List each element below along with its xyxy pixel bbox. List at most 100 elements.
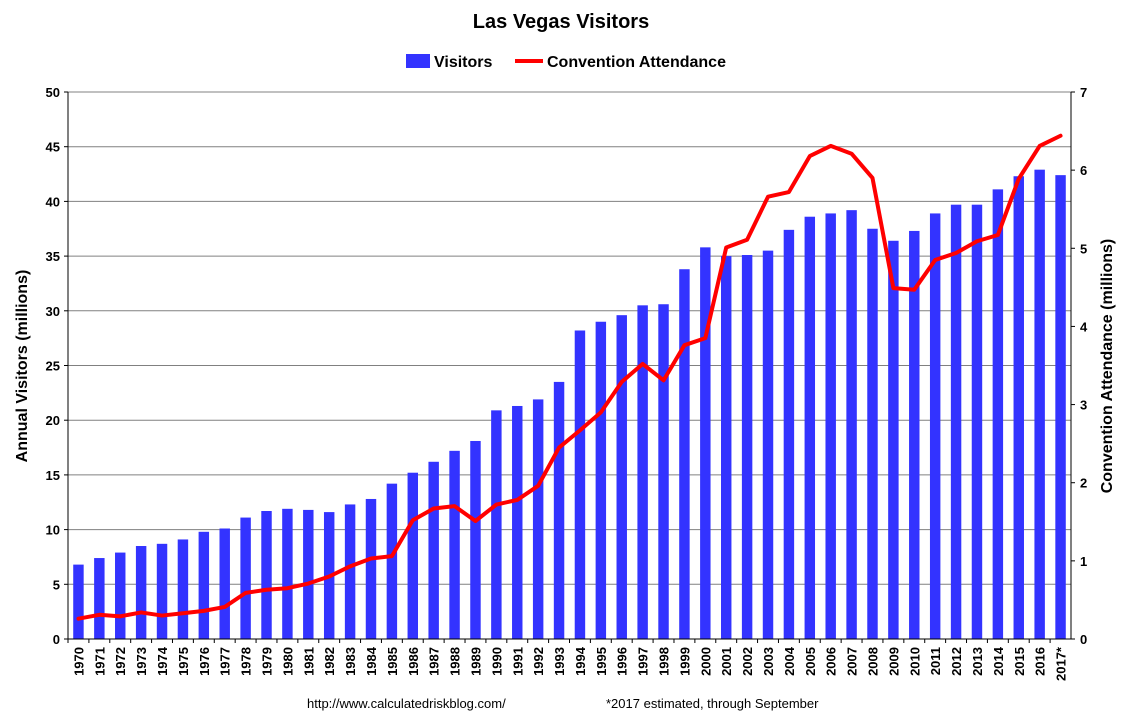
x-tick-label: 1989 <box>468 647 483 676</box>
x-tick-label: 1972 <box>113 647 128 676</box>
x-tick-label: 2017* <box>1054 646 1069 681</box>
bar-visitors <box>282 508 293 639</box>
x-tick-label: 2007 <box>845 647 860 676</box>
y-tick-label: 50 <box>46 85 60 100</box>
x-tick-label: 1975 <box>176 647 191 676</box>
bar-visitors <box>512 405 523 639</box>
x-tick-label: 2006 <box>824 647 839 676</box>
y-tick-label: 30 <box>46 304 60 319</box>
bar-visitors <box>177 539 189 639</box>
x-tick-label: 2010 <box>907 647 922 676</box>
bar-visitors <box>679 269 690 639</box>
x-tick-label: 1998 <box>657 647 672 676</box>
y-tick-label: 5 <box>53 577 60 592</box>
x-tick-label: 2015 <box>1012 647 1027 676</box>
bar-visitors <box>344 504 356 639</box>
x-tick-label: 1979 <box>260 647 275 676</box>
bar-visitors <box>574 330 586 639</box>
bar-visitors <box>1034 169 1045 639</box>
bar-visitors <box>261 511 272 639</box>
x-tick-label: 2012 <box>949 647 964 676</box>
bar-visitors <box>386 483 398 639</box>
x-tick-label: 1994 <box>573 646 588 676</box>
x-tick-label: 1977 <box>218 647 233 676</box>
x-tick-label: 2009 <box>886 647 901 676</box>
x-tick-label: 2004 <box>782 646 797 676</box>
x-tick-label: 2013 <box>970 647 985 676</box>
bar-visitors <box>407 472 419 639</box>
x-tick-label: 1993 <box>552 647 567 676</box>
x-tick-label: 1981 <box>301 647 316 676</box>
y2-axis-label: Convention Attendance (millions) <box>1099 239 1116 494</box>
bar-visitors <box>428 461 439 639</box>
bar-visitors <box>1055 175 1066 640</box>
bar-visitors <box>783 229 795 639</box>
x-tick-label: 1971 <box>92 647 107 676</box>
x-tick-label: 1982 <box>322 647 337 676</box>
bar-visitors <box>198 531 210 639</box>
y2-tick-label: 6 <box>1080 163 1087 178</box>
bar-visitors <box>470 440 481 639</box>
bar-visitors <box>156 543 168 639</box>
y-tick-label: 15 <box>46 468 60 483</box>
bar-visitors <box>846 210 857 640</box>
x-tick-label: 2000 <box>698 647 713 676</box>
x-tick-label: 1997 <box>636 647 651 676</box>
y2-tick-label: 4 <box>1080 319 1088 334</box>
y-tick-label: 10 <box>46 523 60 538</box>
legend-visitors-swatch <box>406 54 430 68</box>
x-tick-label: 2014 <box>991 646 1006 676</box>
x-tick-label: 1990 <box>489 647 504 676</box>
bar-visitors <box>73 564 84 639</box>
legend: Visitors Convention Attendance <box>406 54 726 71</box>
x-tick-label: 2005 <box>803 647 818 676</box>
y-tick-label: 40 <box>46 194 60 209</box>
y2-tick-label: 7 <box>1080 85 1087 100</box>
x-tick-label: 1985 <box>385 647 400 676</box>
x-tick-label: 1991 <box>510 647 525 676</box>
y-tick-label: 25 <box>46 359 60 374</box>
footnote-estimate: *2017 estimated, through September <box>606 696 819 711</box>
bar-visitors <box>553 381 565 639</box>
y2-tick-label: 3 <box>1080 398 1087 413</box>
bar-visitors <box>616 315 627 639</box>
x-tick-label: 1970 <box>71 647 86 676</box>
x-tick-label: 1974 <box>155 646 170 676</box>
chart-title: Las Vegas Visitors <box>473 11 649 33</box>
axes-layer <box>64 91 1075 643</box>
bar-visitors <box>909 230 920 640</box>
bar-visitors <box>365 498 377 639</box>
bar-visitors <box>888 240 899 639</box>
x-tick-label: 2011 <box>928 647 943 675</box>
y2-tick-label: 5 <box>1080 241 1087 256</box>
x-tick-label: 1984 <box>364 646 379 676</box>
bar-visitors <box>449 450 460 639</box>
y-tick-label: 35 <box>46 249 60 264</box>
legend-convention-label: Convention Attendance <box>547 54 726 71</box>
bar-visitors <box>867 228 878 639</box>
line-convention-attendance <box>76 133 1063 621</box>
bar-visitors <box>532 399 544 639</box>
bar-visitors <box>135 546 147 639</box>
grid-layer <box>68 91 1071 585</box>
x-tick-label: 2003 <box>761 647 776 676</box>
y-tick-label: 20 <box>46 413 60 428</box>
bar-visitors <box>720 256 732 639</box>
x-tick-label: 2001 <box>719 647 734 676</box>
x-tick-label: 1995 <box>594 647 609 676</box>
x-tick-label: 2008 <box>865 647 880 676</box>
bars-layer <box>73 169 1066 640</box>
x-tick-label: 1987 <box>427 647 442 676</box>
bar-visitors <box>491 410 502 639</box>
bar-visitors <box>741 255 753 640</box>
y2-tick-label: 0 <box>1080 632 1087 647</box>
x-tick-label: 2002 <box>740 647 755 676</box>
x-tick-label: 1986 <box>406 647 421 676</box>
bar-visitors <box>658 304 669 639</box>
footnote-url: http://www.calculatedriskblog.com/ <box>307 696 506 711</box>
bar-visitors <box>950 204 962 639</box>
bar-visitors <box>637 305 648 639</box>
